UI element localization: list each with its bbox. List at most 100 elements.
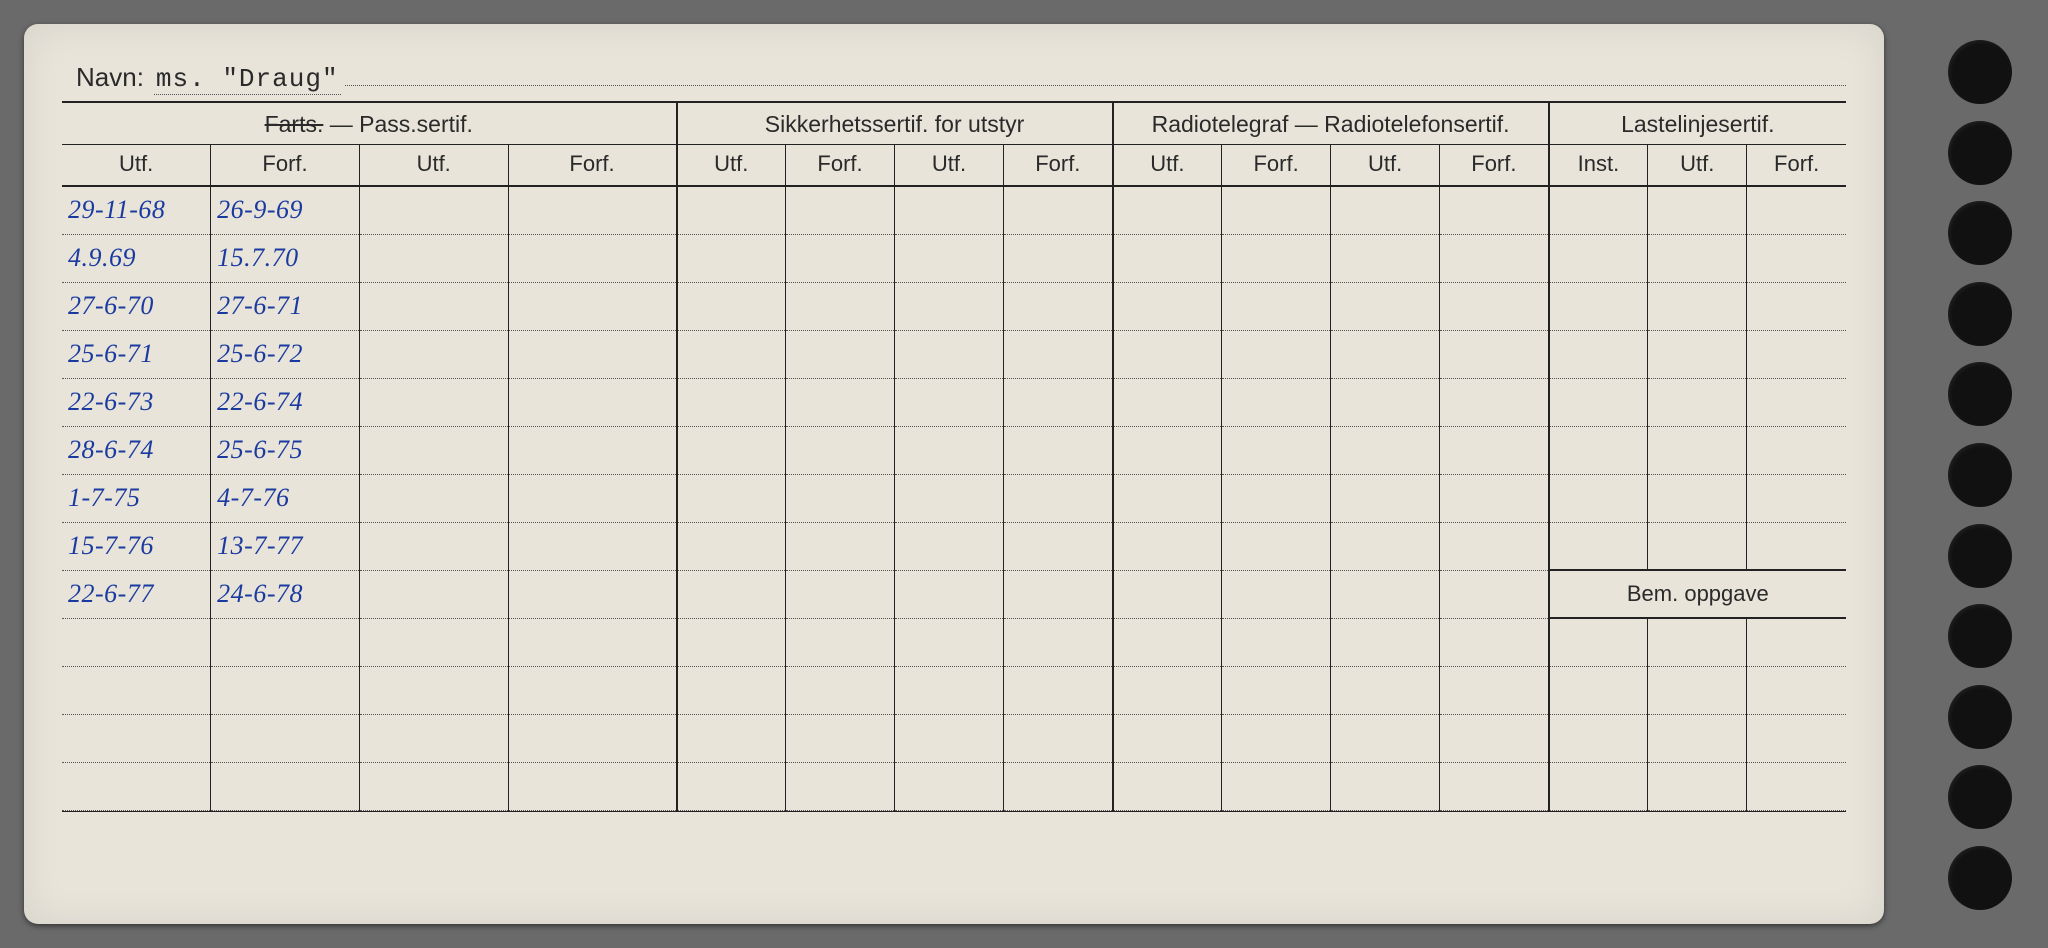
cell — [508, 618, 676, 666]
cell — [1440, 570, 1549, 618]
cell — [1004, 570, 1113, 618]
col-utf-3: Utf. — [677, 145, 786, 187]
cell — [1440, 330, 1549, 378]
cell — [1648, 426, 1747, 474]
table-row — [62, 762, 1846, 810]
group-header-row: Farts. — Pass.sertif. Sikkerhetssertif. … — [62, 103, 1846, 145]
cell — [677, 474, 786, 522]
cell — [677, 714, 786, 762]
entry-utf: 22-6-77 — [62, 579, 210, 609]
navn-dotted-rule — [345, 60, 1846, 86]
col-forf-2: Forf. — [508, 145, 676, 187]
cell — [508, 714, 676, 762]
cell — [1440, 714, 1549, 762]
binder-hole — [1948, 685, 2012, 749]
cell — [1113, 666, 1222, 714]
cell — [895, 378, 1004, 426]
cell — [211, 762, 360, 810]
cell — [359, 282, 508, 330]
cell — [1004, 522, 1113, 570]
cell — [786, 714, 895, 762]
cell — [1004, 762, 1113, 810]
cell — [786, 666, 895, 714]
col-utf-1: Utf. — [62, 145, 211, 187]
binder-hole — [1948, 201, 2012, 265]
cell — [1648, 234, 1747, 282]
cell — [1747, 522, 1846, 570]
binder-hole — [1948, 604, 2012, 668]
cell — [359, 666, 508, 714]
cell — [62, 762, 211, 810]
cell — [1747, 474, 1846, 522]
cell — [1549, 762, 1648, 810]
cell — [1113, 618, 1222, 666]
entry-forf: 25-6-72 — [211, 339, 359, 369]
cell — [1113, 426, 1222, 474]
entry-utf: 22-6-73 — [62, 387, 210, 417]
cell — [1747, 762, 1846, 810]
cell: 4-7-76 — [211, 474, 360, 522]
cell — [1648, 186, 1747, 234]
cell — [1113, 714, 1222, 762]
cell — [1440, 474, 1549, 522]
cell — [786, 762, 895, 810]
cell — [1549, 378, 1648, 426]
col-forf-3: Forf. — [786, 145, 895, 187]
cell — [1747, 426, 1846, 474]
cell — [1004, 426, 1113, 474]
cell — [359, 618, 508, 666]
cell: 15.7.70 — [211, 234, 360, 282]
cell — [786, 234, 895, 282]
cell — [1549, 522, 1648, 570]
cell — [895, 186, 1004, 234]
cell — [1222, 330, 1331, 378]
cell — [211, 666, 360, 714]
cell: 1-7-75 — [62, 474, 211, 522]
table-row: 28-6-7425-6-75 — [62, 426, 1846, 474]
cell — [1004, 186, 1113, 234]
entry-forf: 13-7-77 — [211, 531, 359, 561]
cell — [895, 570, 1004, 618]
cell: 27-6-71 — [211, 282, 360, 330]
entry-utf: 15-7-76 — [62, 531, 210, 561]
table-row: 25-6-7125-6-72 — [62, 330, 1846, 378]
cell — [1549, 186, 1648, 234]
entry-forf: 27-6-71 — [211, 291, 359, 321]
cell — [1331, 474, 1440, 522]
cell — [1113, 474, 1222, 522]
cell — [677, 378, 786, 426]
cell — [1331, 186, 1440, 234]
binder-hole — [1948, 443, 2012, 507]
navn-value: ms. "Draug" — [154, 64, 341, 95]
cell — [895, 522, 1004, 570]
cell — [508, 570, 676, 618]
cell — [1222, 378, 1331, 426]
cell — [1222, 714, 1331, 762]
cell — [1440, 522, 1549, 570]
cell — [359, 234, 508, 282]
navn-line: Navn: ms. "Draug" — [62, 60, 1846, 95]
table-body: 29-11-6826-9-694.9.6915.7.7027-6-7027-6-… — [62, 186, 1846, 810]
cell — [508, 666, 676, 714]
cell — [1648, 618, 1747, 666]
cell — [1440, 666, 1549, 714]
col-forf-1: Forf. — [211, 145, 360, 187]
col-forf-4: Forf. — [1004, 145, 1113, 187]
bottom-rule — [62, 811, 1846, 812]
entry-forf: 22-6-74 — [211, 387, 359, 417]
cell — [1113, 762, 1222, 810]
cell — [1648, 666, 1747, 714]
cell — [1113, 522, 1222, 570]
entry-utf: 25-6-71 — [62, 339, 210, 369]
cell — [1648, 762, 1747, 810]
binder-hole — [1948, 40, 2012, 104]
cell — [359, 714, 508, 762]
col-forf-5: Forf. — [1222, 145, 1331, 187]
cell — [1648, 282, 1747, 330]
cell — [677, 330, 786, 378]
cell — [1648, 378, 1747, 426]
binder-hole — [1948, 362, 2012, 426]
cell — [677, 570, 786, 618]
sub-header-row: Utf. Forf. Utf. Forf. Utf. Forf. Utf. Fo… — [62, 145, 1846, 187]
cell — [1648, 522, 1747, 570]
